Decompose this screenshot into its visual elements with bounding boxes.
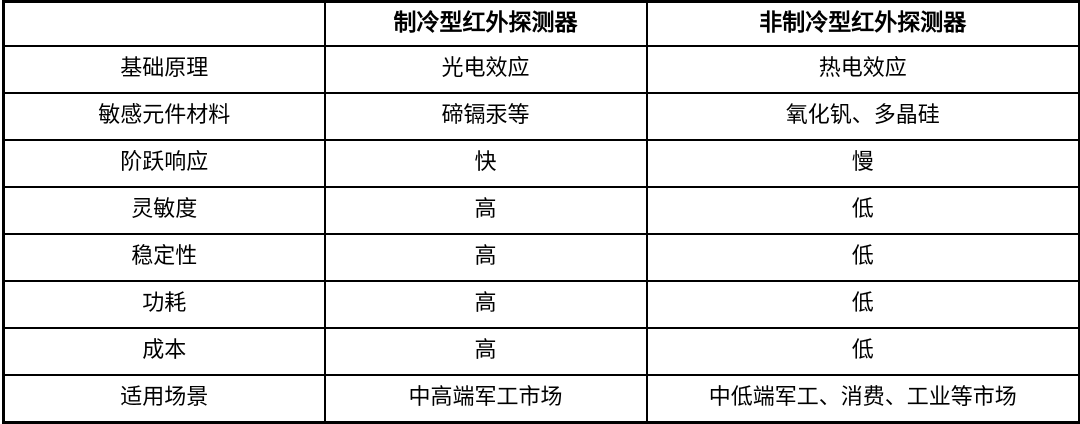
cell-uncooled: 低: [645, 233, 1080, 282]
cell-uncooled: 低: [645, 186, 1080, 235]
cell-uncooled: 低: [645, 280, 1080, 329]
table-row: 敏感元件材料 碲镉汞等 氧化钒、多晶硅: [2, 92, 1080, 141]
row-label: 稳定性: [2, 233, 326, 282]
cell-cooled: 高: [323, 233, 648, 282]
cell-uncooled: 慢: [645, 139, 1080, 188]
header-cell-uncooled: 非制冷型红外探测器: [645, 0, 1080, 47]
table-row: 适用场景 中高端军工市场 中低端军工、消费、工业等市场: [2, 374, 1080, 424]
header-cell-corner: [2, 0, 326, 47]
cell-cooled: 高: [323, 280, 648, 329]
row-label: 敏感元件材料: [2, 92, 326, 141]
row-label: 成本: [2, 327, 326, 376]
cell-cooled: 碲镉汞等: [323, 92, 648, 141]
cell-cooled: 高: [323, 327, 648, 376]
row-label: 阶跃响应: [2, 139, 326, 188]
header-cell-cooled: 制冷型红外探测器: [323, 0, 648, 47]
table-header: 制冷型红外探测器 非制冷型红外探测器: [2, 0, 1080, 47]
row-label: 灵敏度: [2, 186, 326, 235]
row-label: 功耗: [2, 280, 326, 329]
table-row: 成本 高 低: [2, 327, 1080, 376]
cell-uncooled: 氧化钒、多晶硅: [645, 92, 1080, 141]
table-row: 基础原理 光电效应 热电效应: [2, 45, 1080, 94]
cell-cooled: 中高端军工市场: [323, 374, 648, 424]
cell-uncooled: 中低端军工、消费、工业等市场: [645, 374, 1080, 424]
table-body: 基础原理 光电效应 热电效应 敏感元件材料 碲镉汞等 氧化钒、多晶硅 阶跃响应 …: [2, 45, 1080, 424]
cell-cooled: 高: [323, 186, 648, 235]
table-row: 稳定性 高 低: [2, 233, 1080, 282]
table-row: 阶跃响应 快 慢: [2, 139, 1080, 188]
table-row: 灵敏度 高 低: [2, 186, 1080, 235]
row-label: 基础原理: [2, 45, 326, 94]
row-label: 适用场景: [2, 374, 326, 424]
cell-uncooled: 热电效应: [645, 45, 1080, 94]
table-row: 功耗 高 低: [2, 280, 1080, 329]
cell-cooled: 光电效应: [323, 45, 648, 94]
cell-cooled: 快: [323, 139, 648, 188]
cell-uncooled: 低: [645, 327, 1080, 376]
header-row: 制冷型红外探测器 非制冷型红外探测器: [2, 0, 1080, 47]
